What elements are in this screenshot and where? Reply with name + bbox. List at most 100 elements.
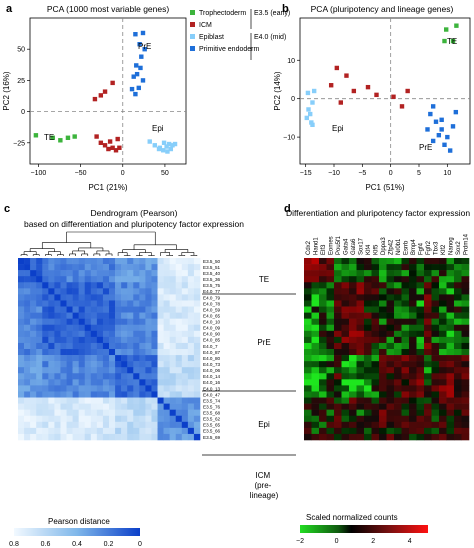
gene-label: Nanog	[448, 237, 454, 255]
heatmap-cell	[78, 373, 86, 380]
expression-cell	[356, 427, 365, 435]
expression-cell	[416, 391, 425, 398]
expression-cell	[319, 433, 327, 441]
heatmap-cell	[151, 379, 158, 386]
expression-cell	[304, 421, 312, 429]
expression-cell	[431, 397, 440, 404]
expression-cell	[446, 349, 455, 356]
heatmap-cell	[18, 433, 25, 441]
heatmap-cell	[163, 403, 170, 410]
expression-cell	[326, 264, 335, 271]
expression-heatmap	[304, 258, 470, 441]
heatmap-cell	[181, 391, 189, 398]
heatmap-cell	[127, 391, 134, 398]
heatmap-cell	[78, 397, 86, 404]
heatmap-cell	[78, 427, 86, 435]
heatmap-cell	[54, 276, 61, 283]
heatmap-cell	[36, 294, 43, 301]
heatmap-cell	[175, 427, 183, 435]
heatmap-cell	[102, 421, 110, 429]
expression-cell	[416, 415, 425, 423]
heatmap-cell	[145, 361, 152, 368]
heatmap-cell	[30, 373, 37, 380]
panel-b-point-primitive-endoderm	[430, 104, 436, 109]
expression-cell	[446, 355, 455, 362]
expression-cell	[401, 391, 410, 398]
heatmap-cell	[127, 349, 134, 356]
heatmap-cell	[139, 355, 146, 362]
expression-cell	[394, 415, 402, 423]
expression-cell	[304, 415, 312, 423]
expression-cell	[409, 385, 417, 392]
heatmap-cell	[42, 288, 49, 295]
legend-label-trophectoderm: Trophectoderm	[199, 10, 246, 17]
heatmap-cell	[78, 367, 86, 374]
panel-c-colorbar-title: Pearson distance	[48, 517, 110, 526]
panel-a-frame	[29, 17, 187, 165]
expression-cell	[371, 336, 380, 344]
expression-cell	[386, 288, 395, 295]
heatmap-cell	[42, 282, 49, 289]
heatmap-cell	[90, 276, 98, 283]
expression-cell	[394, 349, 402, 356]
expression-cell	[446, 300, 455, 307]
row-label: E4.0_79	[203, 295, 221, 300]
expression-cell	[386, 336, 395, 344]
panel-b-point-epiblast	[310, 122, 315, 128]
panel-b-ytick-label: 10	[287, 58, 295, 65]
heatmap-cell	[109, 433, 116, 441]
expression-cell	[401, 433, 410, 441]
panel-b-title: PCA (pluripotency and lineage genes)	[311, 4, 454, 14]
expression-cell	[356, 330, 365, 338]
expression-cell	[334, 270, 342, 277]
heatmap-cell	[48, 415, 55, 423]
expression-cell	[386, 385, 395, 392]
expression-cell	[356, 415, 365, 423]
expression-cell	[424, 355, 432, 362]
heatmap-cell	[109, 421, 116, 429]
expression-cell	[349, 282, 357, 289]
heatmap-cell	[163, 270, 170, 277]
panel-d-colorbar-tick: 4	[408, 538, 412, 545]
expression-cell	[454, 270, 462, 277]
expression-cell	[326, 433, 335, 441]
heatmap-cell	[145, 258, 152, 265]
expression-cell	[461, 270, 470, 277]
expression-cell	[341, 258, 350, 265]
heatmap-cell	[48, 276, 55, 283]
heatmap-cell	[24, 312, 31, 319]
heatmap-cell	[18, 264, 25, 271]
heatmap-cell	[36, 258, 43, 265]
expression-cell	[379, 258, 387, 265]
panel-a-points	[33, 30, 178, 154]
panel-a-point-epiblast	[170, 143, 175, 148]
expression-cell	[364, 355, 372, 362]
expression-cell	[371, 330, 380, 338]
gene-label: Tbx3	[433, 241, 439, 255]
panel-b-xtick-label: −15	[300, 170, 312, 177]
expression-cell	[311, 258, 320, 265]
panel-a-point-primitive-endoderm	[138, 65, 143, 71]
heatmap-cell	[115, 391, 122, 398]
heatmap-cell	[60, 415, 67, 423]
heatmap-cell	[66, 403, 73, 410]
heatmap-cell	[163, 409, 170, 417]
panel-a-point-trophectoderm	[65, 135, 71, 140]
heatmap-cell	[60, 373, 67, 380]
expression-cell	[364, 409, 372, 417]
heatmap-cell	[151, 433, 158, 441]
heatmap-cell	[127, 318, 134, 326]
panel-b-point-trophectoderm	[450, 38, 456, 44]
panel-a-xtick-label: −50	[75, 170, 87, 177]
expression-cell	[334, 288, 342, 295]
expression-cell	[334, 318, 342, 326]
expression-cell	[349, 318, 357, 326]
heatmap-cell	[18, 270, 25, 277]
expression-cell	[334, 403, 342, 410]
heatmap-cell	[48, 355, 55, 362]
panel-c-colorbar-tick: 0.2	[104, 541, 114, 548]
heatmap-cell	[96, 397, 104, 404]
heatmap-cell	[145, 306, 152, 313]
row-label: E4.0_14	[203, 374, 221, 379]
heatmap-cell	[90, 391, 98, 398]
